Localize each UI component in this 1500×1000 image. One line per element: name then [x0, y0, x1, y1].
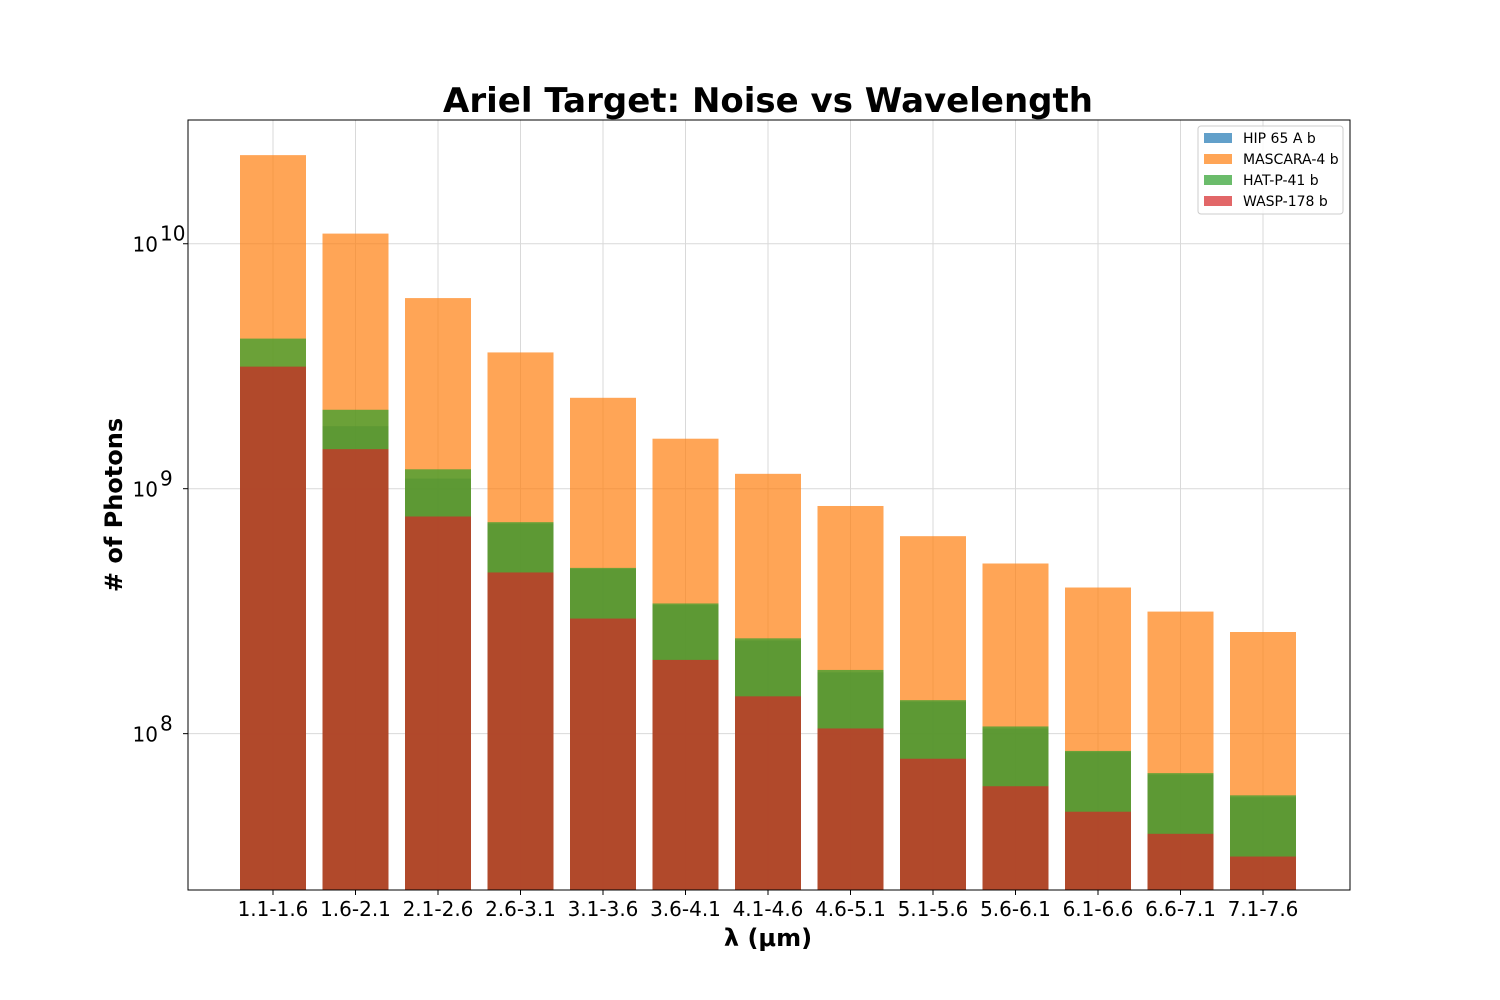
- legend-swatch: [1204, 154, 1232, 164]
- bar-wasp-178-b-5.1-5.6: [900, 758, 966, 890]
- legend-entry: MASCARA-4 b: [1243, 152, 1339, 168]
- plot-frame: [187, 119, 1351, 891]
- legend-swatch: [1204, 196, 1232, 206]
- x-tick-label: 6.6-7.1: [1145, 897, 1216, 921]
- x-tick-label: 1.6-2.1: [320, 897, 391, 921]
- x-tick-label: 3.1-3.6: [568, 897, 639, 921]
- bar-wasp-178-b-2.1-2.6: [405, 516, 471, 890]
- x-tick-label: 2.1-2.6: [403, 897, 474, 921]
- y-tick-exponent: 8: [160, 712, 173, 736]
- x-axis-label: λ (μm): [724, 924, 812, 952]
- bar-wasp-178-b-3.6-4.1: [652, 659, 719, 890]
- bar-wasp-178-b-4.1-4.6: [735, 696, 801, 890]
- legend-frame: [1197, 125, 1344, 215]
- y-tick-exponent: 9: [160, 467, 173, 491]
- x-tick-label: 4.1-4.6: [733, 897, 804, 921]
- x-tick-label: 3.6-4.1: [650, 897, 721, 921]
- x-tick-label: 1.1-1.6: [238, 897, 309, 921]
- x-tick-label: 5.6-6.1: [980, 897, 1051, 921]
- bar-wasp-178-b-1.1-1.6: [240, 366, 306, 890]
- bars: [240, 155, 1296, 891]
- legend-swatch: [1204, 175, 1232, 185]
- legend-entry: HIP 65 A b: [1243, 131, 1316, 147]
- x-tick-label: 2.6-3.1: [485, 897, 556, 921]
- bar-wasp-178-b-6.6-7.1: [1147, 833, 1214, 890]
- x-tick-label: 5.1-5.6: [898, 897, 969, 921]
- x-tick-label: 6.1-6.6: [1063, 897, 1134, 921]
- x-tick-label: 7.1-7.6: [1228, 897, 1299, 921]
- legend: HIP 65 A b MASCARA-4 b HAT-P-41 b WASP-178 …: [1197, 125, 1344, 215]
- legend-swatch: [1204, 133, 1232, 143]
- legend-entry: WASP-178 b: [1243, 194, 1328, 210]
- bar-wasp-178-b-5.6-6.1: [982, 786, 1049, 890]
- y-tick-label: 10: [133, 478, 158, 502]
- x-axis: 1.1-1.6 1.6-2.1 2.1-2.6 2.6-3.1 3.1-3.6 3.6-4…: [238, 890, 1299, 921]
- bar-wasp-178-b-6.1-6.6: [1065, 811, 1131, 890]
- y-axis-label: # of Photons: [100, 418, 128, 592]
- y-tick-label: 10: [133, 723, 158, 747]
- bar-wasp-178-b-4.6-5.1: [817, 728, 884, 890]
- x-tick-label: 4.6-5.1: [815, 897, 886, 921]
- chart-title: Ariel Target: Noise vs Wavelength: [443, 81, 1093, 121]
- bar-wasp-178-b-3.1-3.6: [570, 618, 636, 890]
- bar-wasp-178-b-2.6-3.1: [487, 572, 554, 890]
- y-tick-label: 10: [133, 233, 158, 257]
- bar-wasp-178-b-7.1-7.6: [1230, 856, 1296, 890]
- bar-wasp-178-b-1.6-2.1: [322, 449, 389, 890]
- y-tick-exponent: 10: [160, 222, 185, 246]
- legend-entry: HAT-P-41 b: [1243, 173, 1319, 189]
